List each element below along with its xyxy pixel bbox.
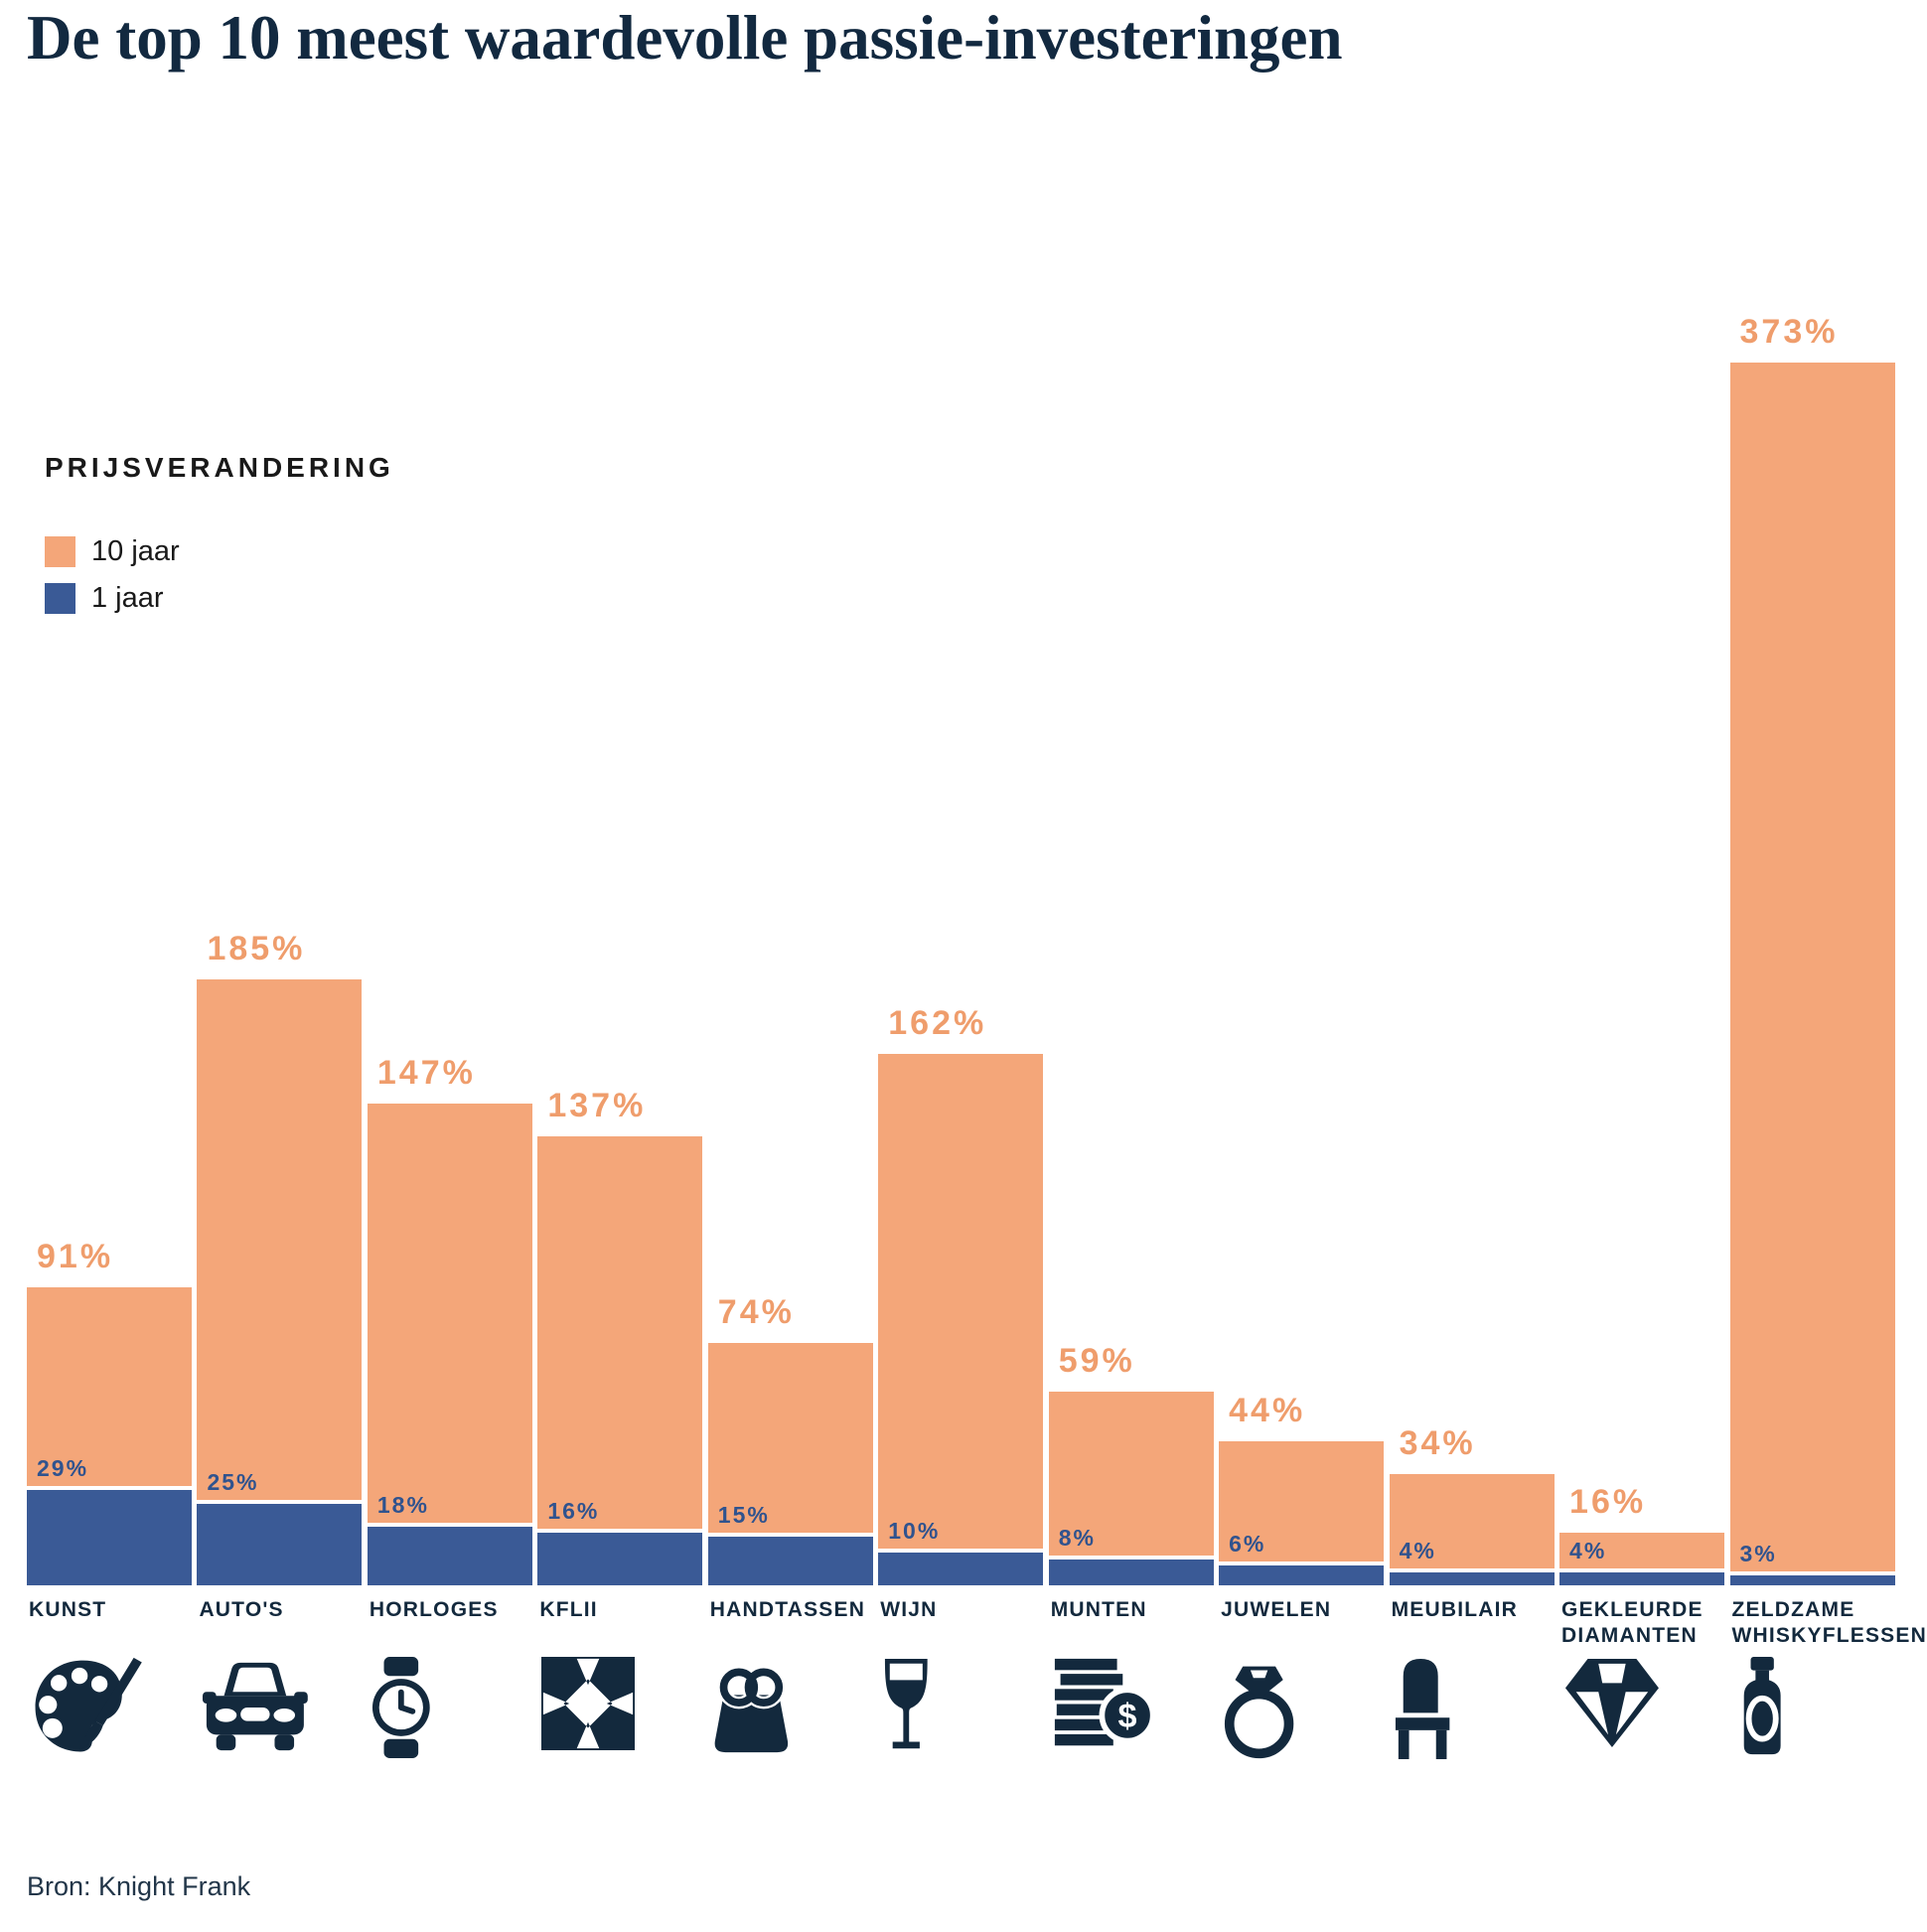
legend-heading: PRIJSVERANDERING [45, 452, 394, 483]
category-label: MEUBILAIR [1391, 1598, 1519, 1621]
one-year-bar [878, 1549, 1044, 1585]
category-label: GEKLEURDE DIAMANTEN [1561, 1598, 1704, 1648]
one-year-bar [1219, 1561, 1385, 1585]
one-year-bar [1559, 1567, 1725, 1585]
one-year-value-label: 3% [1739, 1541, 1777, 1567]
ten-year-value-label: 147% [376, 1053, 476, 1092]
legend-item-label: 10 jaar [91, 535, 180, 567]
category-label: JUWELEN [1221, 1598, 1332, 1621]
coins-icon: $ [1053, 1657, 1156, 1751]
page-title: De top 10 meest waardevolle passie-inves… [27, 3, 1343, 73]
one-year-bar [27, 1486, 192, 1585]
one-year-bar [707, 1532, 873, 1585]
ten-year-value-label: 59% [1058, 1342, 1135, 1381]
kflii-logo-icon [541, 1657, 636, 1750]
one-year-value-label: 18% [376, 1491, 429, 1518]
category-label: HANDTASSEN [709, 1598, 866, 1621]
one-year-value-label: 15% [717, 1501, 770, 1528]
wine-glass-icon [882, 1657, 931, 1759]
legend-item-label: 1 jaar [91, 582, 164, 614]
handbag-icon [712, 1657, 791, 1754]
chair-icon [1394, 1657, 1451, 1759]
one-year-bar [197, 1499, 363, 1585]
one-year-bar [1048, 1555, 1214, 1585]
ten-year-value-label: 44% [1229, 1391, 1306, 1429]
one-year-swatch [45, 583, 75, 614]
category-label: KFLII [539, 1598, 598, 1621]
one-year-bar [367, 1522, 532, 1585]
ten-year-value-label: 16% [1569, 1483, 1647, 1522]
category-label: MUNTEN [1050, 1598, 1147, 1621]
ten-year-value-label: 185% [207, 929, 306, 967]
one-year-bar [1729, 1571, 1895, 1585]
source-note: Bron: Knight Frank [27, 1871, 251, 1901]
palette-icon [31, 1657, 148, 1756]
legend: PRIJSVERANDERING 10 jaar 1 jaar [45, 452, 394, 629]
one-year-bar [1389, 1567, 1555, 1585]
one-year-value-label: 16% [547, 1498, 600, 1525]
ten-year-swatch [45, 536, 75, 567]
ten-year-bar [197, 978, 363, 1585]
ten-year-bar [1048, 1392, 1214, 1585]
legend-item: 1 jaar [45, 582, 394, 615]
ten-year-value-label: 137% [547, 1086, 647, 1124]
one-year-value-label: 4% [1399, 1537, 1436, 1563]
ten-year-bar [1729, 363, 1895, 1585]
ten-year-value-label: 373% [1739, 313, 1839, 352]
ten-year-value-label: 162% [888, 1004, 987, 1043]
bar-chart: 91% 29% KUNST 185% 25% AUTO'S 147% 18% HORLOGES 1… [27, 313, 1927, 1762]
one-year-bar [537, 1529, 703, 1585]
one-year-value-label: 6% [1229, 1531, 1266, 1558]
ten-year-value-label: 74% [717, 1292, 795, 1331]
diamond-icon [1563, 1657, 1661, 1749]
category-label: HORLOGES [369, 1598, 499, 1621]
ten-year-bar [878, 1054, 1044, 1585]
car-icon [201, 1657, 310, 1754]
ten-year-value-label: 34% [1399, 1423, 1476, 1462]
ring-icon [1223, 1657, 1295, 1762]
svg-text:$: $ [1117, 1698, 1136, 1735]
one-year-value-label: 8% [1058, 1524, 1096, 1551]
category-label: KUNST [29, 1598, 107, 1621]
ten-year-bar [367, 1103, 532, 1585]
one-year-value-label: 29% [37, 1455, 89, 1482]
ten-year-bar [1219, 1440, 1385, 1585]
ten-year-bar [537, 1135, 703, 1585]
category-label: AUTO'S [199, 1598, 284, 1621]
watch-icon [371, 1657, 431, 1758]
ten-year-bar [1389, 1473, 1555, 1585]
category-label: ZELDZAME WHISKYFLESSEN [1731, 1598, 1927, 1648]
one-year-value-label: 25% [207, 1468, 259, 1495]
legend-item: 10 jaar [45, 535, 394, 568]
category-label: WIJN [880, 1598, 938, 1621]
one-year-value-label: 10% [888, 1518, 941, 1544]
whisky-bottle-icon [1734, 1657, 1790, 1758]
ten-year-value-label: 91% [37, 1237, 114, 1275]
one-year-value-label: 4% [1569, 1537, 1607, 1563]
